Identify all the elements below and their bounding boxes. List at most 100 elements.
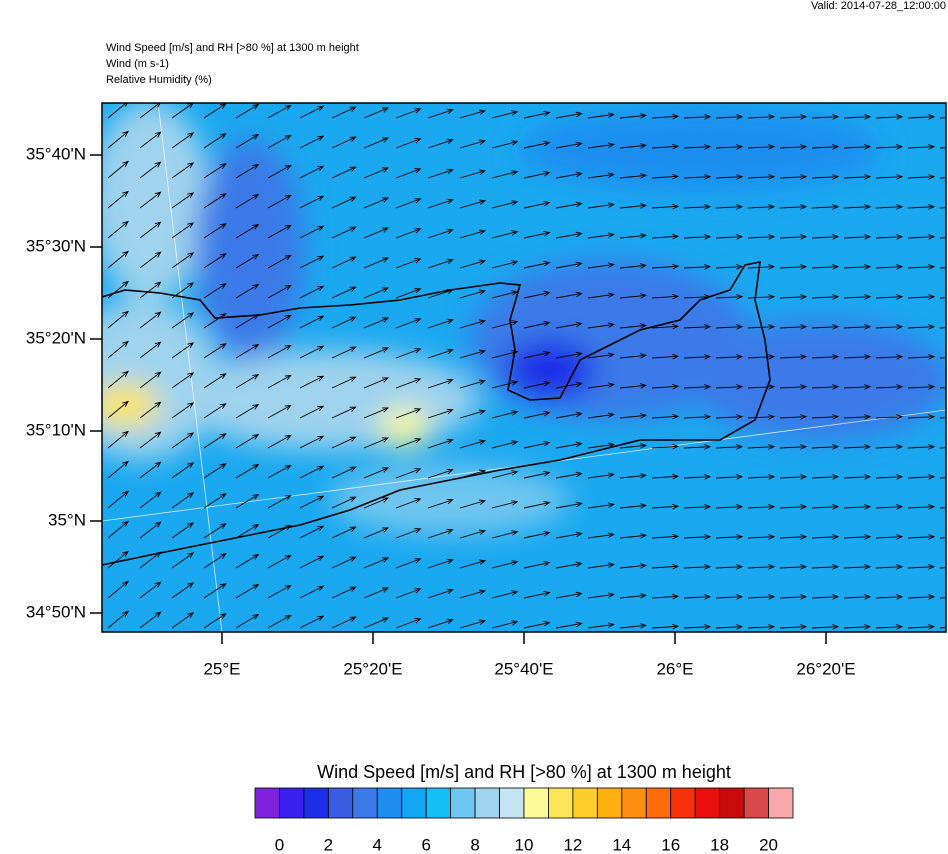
wind-arrow: [523, 110, 551, 119]
wind-arrow: [811, 624, 840, 630]
colorbar-swatch: [768, 787, 794, 819]
wind-arrow: [555, 291, 583, 299]
wind-arrow: [267, 254, 292, 269]
wind-arrow: [907, 174, 936, 180]
wind-arrow: [779, 624, 808, 630]
wind-arrow: [459, 169, 487, 179]
wind-arrow: [395, 438, 422, 449]
wind-arrow: [235, 133, 260, 149]
wind-arrow: [427, 438, 454, 449]
wind-arrow: [779, 324, 808, 330]
wind-arrow: [139, 371, 162, 389]
wind-arrow: [299, 585, 325, 599]
wind-arrow: [171, 522, 195, 539]
wind-arrow: [651, 173, 680, 180]
colorbar-swatch: [303, 787, 329, 819]
colorbar-swatch: [499, 787, 525, 819]
wind-arrow: [363, 197, 390, 209]
wind-arrow: [139, 311, 162, 329]
wind-arrow: [427, 138, 454, 149]
wind-arrow: [683, 474, 712, 480]
wind-arrow: [299, 255, 325, 269]
wind-arrow: [875, 354, 904, 360]
wind-arrow: [715, 264, 744, 270]
wind-arrow: [747, 624, 776, 630]
wind-arrow: [747, 384, 776, 390]
colorbar-swatch: [719, 787, 745, 819]
wind-arrow: [939, 507, 946, 509]
wind-arrow: [715, 324, 744, 330]
wind-arrow: [811, 444, 840, 450]
wind-arrows: [107, 103, 946, 630]
wind-arrow: [587, 502, 615, 509]
wind-arrow: [299, 165, 325, 179]
wind-arrow: [907, 384, 936, 390]
wind-arrow: [459, 109, 487, 119]
wind-arrow: [299, 435, 325, 449]
wind-arrow: [779, 354, 808, 360]
wind-arrow: [267, 524, 292, 539]
wind-arrow: [139, 251, 162, 269]
wind-arrow: [267, 314, 292, 329]
wind-arrow: [779, 474, 808, 480]
wind-arrow: [619, 383, 648, 389]
wind-arrow: [395, 198, 422, 209]
wind-arrow: [619, 473, 648, 479]
wind-arrow: [331, 436, 357, 449]
wind-arrow: [907, 204, 936, 210]
wind-arrow: [171, 252, 195, 269]
wind-arrow: [139, 491, 162, 509]
wind-arrow: [747, 324, 776, 330]
wind-arrow: [395, 618, 422, 629]
wind-arrow: [875, 204, 904, 210]
wind-arrow: [331, 286, 357, 299]
wind-arrow: [203, 283, 227, 299]
wind-arrow: [363, 257, 390, 269]
wind-arrow: [651, 383, 680, 390]
wind-arrow: [651, 473, 680, 480]
wind-arrow: [107, 190, 129, 209]
wind-arrow: [459, 619, 487, 629]
wind-arrow: [651, 623, 680, 630]
wind-arrow: [939, 627, 946, 629]
wind-arrow: [875, 174, 904, 180]
wind-arrow: [619, 173, 648, 179]
coastline: [102, 260, 771, 566]
wind-arrow: [459, 229, 487, 239]
wind-arrow: [171, 462, 195, 479]
wind-arrow: [683, 564, 712, 570]
colorbar: 0 2 4 6 8 10 12 14 16 18 20: [254, 787, 794, 854]
wind-arrow: [267, 374, 292, 389]
wind-arrow: [107, 340, 129, 359]
colorbar-label: 12: [563, 835, 582, 854]
colorbar-swatch: [596, 787, 623, 819]
wind-arrow: [395, 468, 422, 479]
wind-arrow: [811, 204, 840, 210]
wind-arrow: [107, 550, 129, 569]
wind-arrow: [459, 349, 487, 359]
wind-arrow: [683, 294, 712, 300]
wind-arrow: [747, 504, 776, 510]
wind-arrow: [715, 414, 744, 420]
wind-arrow: [843, 624, 872, 630]
wind-arrow: [587, 532, 615, 539]
wind-arrow: [523, 620, 551, 629]
wind-arrow: [843, 354, 872, 360]
wind-arrow: [747, 444, 776, 450]
wind-arrow: [171, 132, 195, 149]
wind-arrow: [619, 503, 648, 509]
wind-arrow: [587, 202, 615, 209]
wind-arrow: [811, 564, 840, 570]
colorbar-swatch: [474, 787, 500, 819]
wind-arrow: [587, 472, 615, 479]
wind-arrow: [683, 384, 712, 390]
wind-arrow: [651, 293, 680, 300]
valid-time: Valid: 2014-07-28_12:00:00: [811, 0, 946, 12]
colorbar-swatch: [254, 787, 280, 819]
wind-arrow: [235, 523, 260, 539]
wind-arrow: [523, 590, 551, 599]
colorbar-label: 6: [421, 835, 430, 854]
wind-arrow: [171, 312, 195, 329]
wind-arrow: [747, 114, 776, 120]
shading: [102, 103, 946, 535]
